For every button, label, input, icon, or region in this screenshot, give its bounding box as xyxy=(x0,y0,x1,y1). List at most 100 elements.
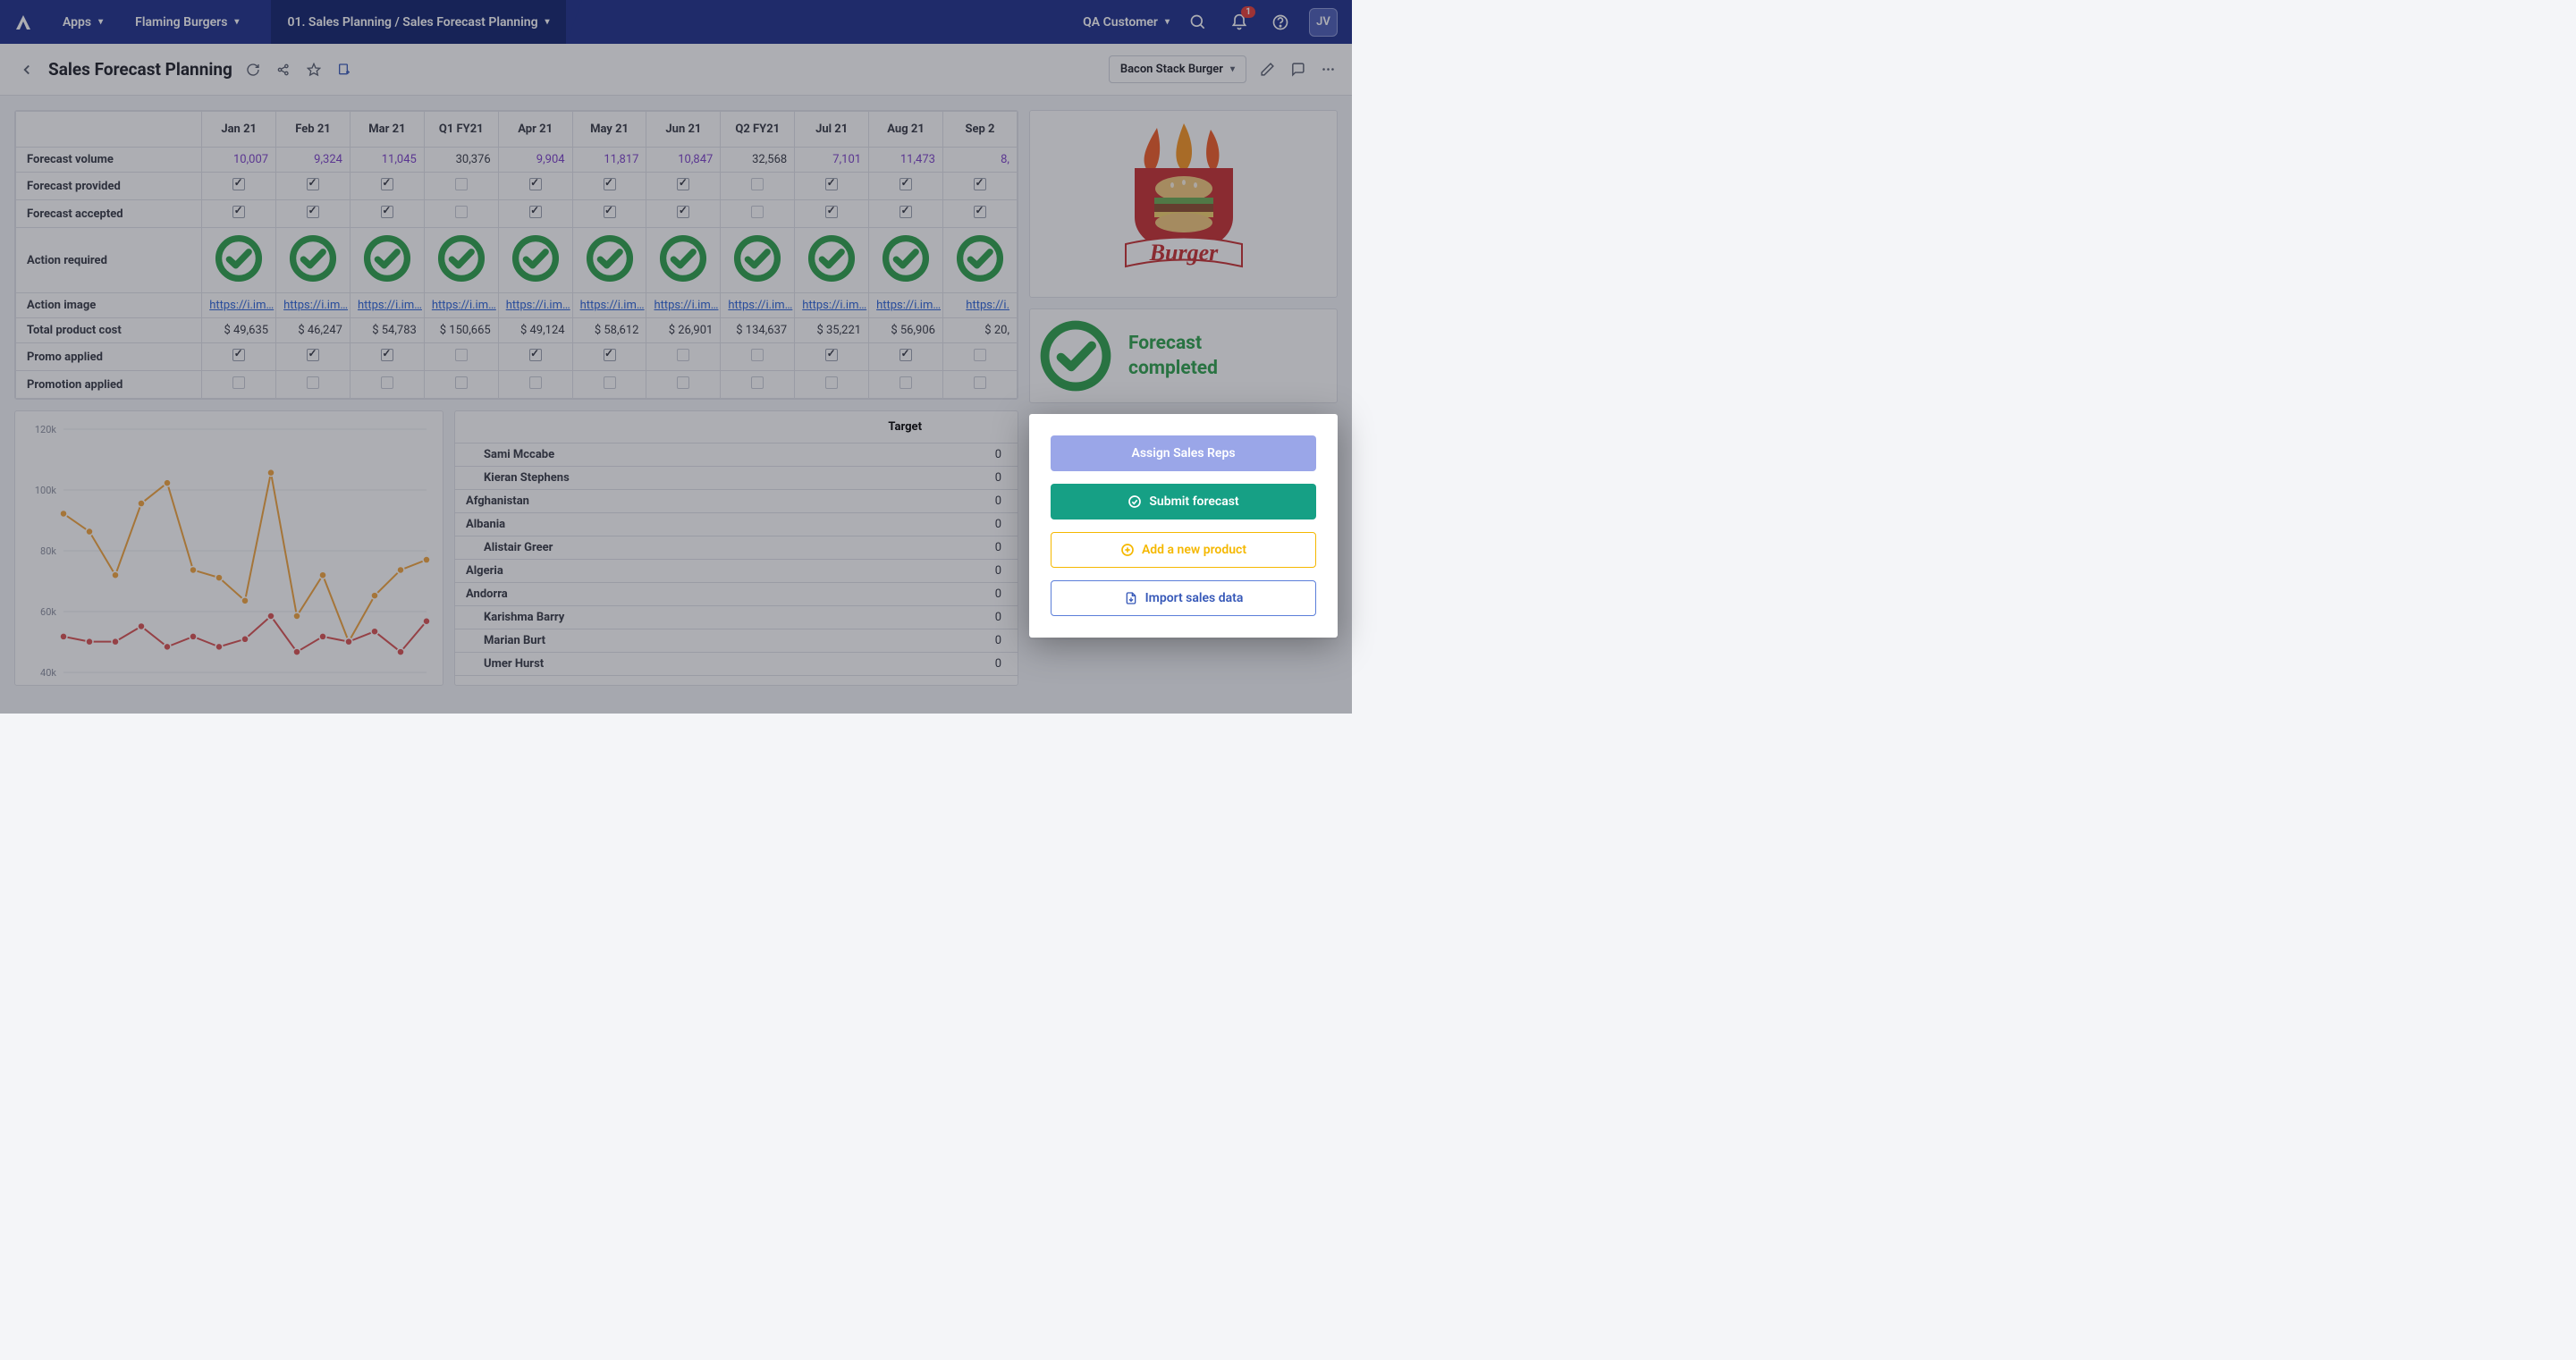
cell-checkbox[interactable] xyxy=(350,343,424,371)
table-row[interactable]: Alistair Greer0 xyxy=(455,536,1018,560)
add-product-button[interactable]: Add a new product xyxy=(1051,532,1316,568)
cell-checkbox[interactable] xyxy=(498,371,572,399)
avatar[interactable]: JV xyxy=(1309,8,1338,37)
cell-total-cost[interactable]: $ 150,665 xyxy=(424,318,498,343)
cell-checkbox[interactable] xyxy=(276,200,351,228)
customer-menu[interactable]: QA Customer ▾ xyxy=(1083,0,1170,44)
col-header[interactable]: Q1 FY21 xyxy=(424,112,498,148)
product-filter[interactable]: Bacon Stack Burger ▾ xyxy=(1109,55,1246,83)
more-icon[interactable] xyxy=(1318,60,1338,80)
notifications-icon[interactable]: 1 xyxy=(1227,10,1252,35)
cell-checkbox[interactable] xyxy=(795,343,869,371)
cell-checkbox[interactable] xyxy=(942,200,1017,228)
cell-checkbox[interactable] xyxy=(572,343,646,371)
cell-total-cost[interactable]: $ 56,906 xyxy=(869,318,943,343)
cell-checkbox[interactable] xyxy=(942,173,1017,200)
col-header[interactable]: Apr 21 xyxy=(498,112,572,148)
cell-checkbox[interactable] xyxy=(942,343,1017,371)
cell-checkbox[interactable] xyxy=(202,343,276,371)
comment-icon[interactable] xyxy=(1288,60,1307,80)
star-icon[interactable] xyxy=(304,60,324,80)
cell-checkbox[interactable] xyxy=(869,343,943,371)
cell-checkbox[interactable] xyxy=(721,200,795,228)
cell-checkbox[interactable] xyxy=(795,200,869,228)
table-row[interactable]: Marian Burt0 xyxy=(455,629,1018,653)
cell-total-cost[interactable]: $ 54,783 xyxy=(350,318,424,343)
col-header[interactable]: Sep 2 xyxy=(942,112,1017,148)
cell-checkbox[interactable] xyxy=(721,343,795,371)
col-header[interactable]: Jul 21 xyxy=(795,112,869,148)
cell-checkbox[interactable] xyxy=(498,343,572,371)
cell-checkbox[interactable] xyxy=(646,173,721,200)
cell-checkbox[interactable] xyxy=(424,343,498,371)
table-row[interactable]: Albania0 xyxy=(455,513,1018,536)
cell-forecast-volume[interactable]: 30,376 xyxy=(424,148,498,173)
cell-total-cost[interactable]: $ 20, xyxy=(942,318,1017,343)
cell-forecast-volume[interactable]: 9,324 xyxy=(276,148,351,173)
cell-checkbox[interactable] xyxy=(646,200,721,228)
cell-checkbox[interactable] xyxy=(721,173,795,200)
apps-menu[interactable]: Apps ▾ xyxy=(46,0,119,44)
cell-checkbox[interactable] xyxy=(869,200,943,228)
cell-action-image-link[interactable]: https://i. xyxy=(942,293,1017,318)
cell-action-image-link[interactable]: https://i.im… xyxy=(350,293,424,318)
share-icon[interactable] xyxy=(274,60,293,80)
cell-checkbox[interactable] xyxy=(572,371,646,399)
cell-forecast-volume[interactable]: 10,847 xyxy=(646,148,721,173)
table-row[interactable]: Kieran Stephens0 xyxy=(455,467,1018,490)
cell-checkbox[interactable] xyxy=(276,371,351,399)
cell-total-cost[interactable]: $ 58,612 xyxy=(572,318,646,343)
cell-total-cost[interactable]: $ 26,901 xyxy=(646,318,721,343)
cell-total-cost[interactable]: $ 46,247 xyxy=(276,318,351,343)
cell-forecast-volume[interactable]: 10,007 xyxy=(202,148,276,173)
cell-checkbox[interactable] xyxy=(795,371,869,399)
cell-forecast-volume[interactable]: 8, xyxy=(942,148,1017,173)
cell-checkbox[interactable] xyxy=(424,200,498,228)
edit-icon[interactable] xyxy=(1257,60,1277,80)
cell-checkbox[interactable] xyxy=(498,173,572,200)
cell-action-image-link[interactable]: https://i.im… xyxy=(869,293,943,318)
cell-checkbox[interactable] xyxy=(572,200,646,228)
cell-checkbox[interactable] xyxy=(276,173,351,200)
cell-total-cost[interactable]: $ 49,635 xyxy=(202,318,276,343)
cell-checkbox[interactable] xyxy=(424,371,498,399)
breadcrumb-menu[interactable]: 01. Sales Planning / Sales Forecast Plan… xyxy=(271,0,565,44)
import-data-button[interactable]: Import sales data xyxy=(1051,580,1316,616)
col-header[interactable]: Feb 21 xyxy=(276,112,351,148)
cell-checkbox[interactable] xyxy=(350,200,424,228)
assign-reps-button[interactable]: Assign Sales Reps xyxy=(1051,435,1316,471)
table-row[interactable]: Algeria0 xyxy=(455,560,1018,583)
cell-checkbox[interactable] xyxy=(942,371,1017,399)
cell-checkbox[interactable] xyxy=(350,173,424,200)
cell-action-image-link[interactable]: https://i.im… xyxy=(498,293,572,318)
cell-forecast-volume[interactable]: 11,817 xyxy=(572,148,646,173)
cell-action-image-link[interactable]: https://i.im… xyxy=(276,293,351,318)
cell-checkbox[interactable] xyxy=(202,371,276,399)
table-row[interactable]: Umer Hurst0 xyxy=(455,653,1018,676)
col-header[interactable]: Q2 FY21 xyxy=(721,112,795,148)
table-row[interactable]: Sami Mccabe0 xyxy=(455,443,1018,467)
cell-forecast-volume[interactable]: 7,101 xyxy=(795,148,869,173)
cell-checkbox[interactable] xyxy=(424,173,498,200)
col-header[interactable]: May 21 xyxy=(572,112,646,148)
cell-action-image-link[interactable]: https://i.im… xyxy=(795,293,869,318)
cell-forecast-volume[interactable]: 11,045 xyxy=(350,148,424,173)
forecast-table[interactable]: Jan 21Feb 21Mar 21Q1 FY21Apr 21May 21Jun… xyxy=(15,111,1018,399)
target-table[interactable]: TargetSami Mccabe0Kieran Stephens0Afghan… xyxy=(455,411,1018,676)
app-logo-icon[interactable] xyxy=(0,0,46,44)
cell-total-cost[interactable]: $ 49,124 xyxy=(498,318,572,343)
cell-checkbox[interactable] xyxy=(869,173,943,200)
col-header[interactable]: Jun 21 xyxy=(646,112,721,148)
col-header[interactable]: Mar 21 xyxy=(350,112,424,148)
table-row[interactable]: Andorra0 xyxy=(455,583,1018,606)
col-header[interactable]: Jan 21 xyxy=(202,112,276,148)
add-page-icon[interactable] xyxy=(334,60,354,80)
cell-total-cost[interactable]: $ 35,221 xyxy=(795,318,869,343)
cell-checkbox[interactable] xyxy=(572,173,646,200)
cell-checkbox[interactable] xyxy=(646,371,721,399)
cell-checkbox[interactable] xyxy=(795,173,869,200)
cell-checkbox[interactable] xyxy=(869,371,943,399)
col-header[interactable]: Aug 21 xyxy=(869,112,943,148)
table-row[interactable]: Karishma Barry0 xyxy=(455,606,1018,629)
search-icon[interactable] xyxy=(1186,10,1211,35)
